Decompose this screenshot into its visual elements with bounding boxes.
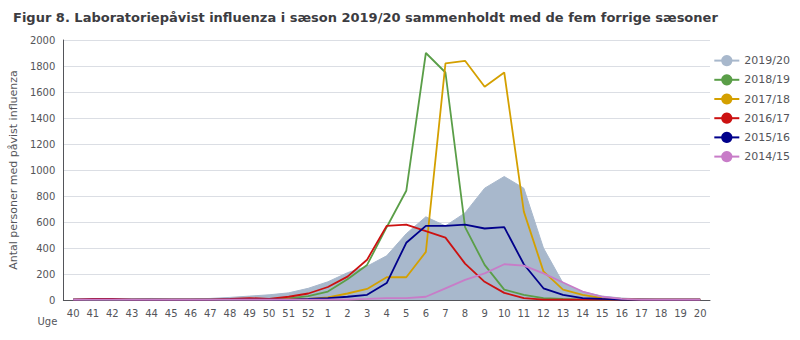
svg-text:18: 18: [655, 308, 668, 319]
svg-text:50: 50: [263, 308, 276, 319]
svg-text:20: 20: [694, 308, 707, 319]
svg-text:13: 13: [557, 308, 570, 319]
svg-text:1800: 1800: [30, 61, 55, 72]
svg-text:2014/15: 2014/15: [744, 150, 790, 163]
svg-text:1600: 1600: [30, 87, 55, 98]
svg-text:47: 47: [204, 308, 217, 319]
svg-text:11: 11: [517, 308, 530, 319]
svg-text:15: 15: [596, 308, 609, 319]
svg-text:2: 2: [344, 308, 350, 319]
svg-text:2015/16: 2015/16: [744, 131, 790, 144]
svg-text:16: 16: [615, 308, 628, 319]
svg-text:5: 5: [403, 308, 409, 319]
svg-text:1200: 1200: [30, 139, 55, 150]
svg-text:2018/19: 2018/19: [744, 73, 790, 86]
svg-text:3: 3: [364, 308, 370, 319]
svg-text:1400: 1400: [30, 113, 55, 124]
svg-text:2016/17: 2016/17: [744, 112, 790, 125]
svg-text:1000: 1000: [30, 165, 55, 176]
svg-text:40: 40: [67, 308, 80, 319]
svg-text:19: 19: [674, 308, 687, 319]
svg-text:14: 14: [576, 308, 589, 319]
svg-text:44: 44: [145, 308, 158, 319]
svg-text:48: 48: [224, 308, 237, 319]
svg-text:6: 6: [423, 308, 429, 319]
svg-text:2019/20: 2019/20: [744, 54, 790, 67]
svg-text:46: 46: [184, 308, 197, 319]
svg-text:Figur 8. Laboratoriepåvist inf: Figur 8. Laboratoriepåvist influenza i s…: [13, 10, 718, 25]
svg-text:52: 52: [302, 308, 315, 319]
svg-text:43: 43: [126, 308, 139, 319]
svg-text:200: 200: [36, 269, 55, 280]
svg-text:0: 0: [49, 295, 55, 306]
svg-text:9: 9: [481, 308, 487, 319]
svg-text:12: 12: [537, 308, 550, 319]
svg-text:600: 600: [36, 217, 55, 228]
svg-text:49: 49: [243, 308, 256, 319]
svg-text:400: 400: [36, 243, 55, 254]
svg-text:45: 45: [165, 308, 178, 319]
svg-text:10: 10: [498, 308, 511, 319]
svg-text:51: 51: [282, 308, 295, 319]
svg-text:8: 8: [462, 308, 468, 319]
svg-text:800: 800: [36, 191, 55, 202]
svg-text:17: 17: [635, 308, 648, 319]
svg-text:2017/18: 2017/18: [744, 93, 790, 106]
svg-text:Uge: Uge: [38, 316, 58, 327]
svg-text:42: 42: [106, 308, 119, 319]
svg-text:41: 41: [86, 308, 99, 319]
svg-text:2000: 2000: [30, 35, 55, 46]
svg-text:7: 7: [442, 308, 448, 319]
svg-text:4: 4: [383, 308, 389, 319]
svg-text:1: 1: [325, 308, 331, 319]
svg-text:Antal personer med påvist infl: Antal personer med påvist influenza: [7, 70, 20, 270]
